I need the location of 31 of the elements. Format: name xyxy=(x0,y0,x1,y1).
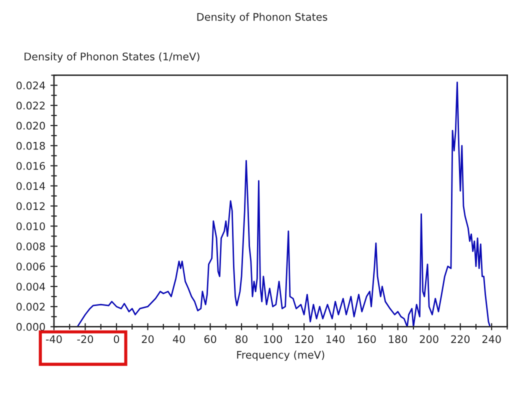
chart-title: Density of Phonon States xyxy=(197,12,328,23)
x-tick-label: 40 xyxy=(172,335,185,344)
x-tick-label: 200 xyxy=(420,335,438,344)
y-axis-title: Density of Phonon States (1/meV) xyxy=(24,52,200,62)
x-tick-label: 0 xyxy=(114,335,120,344)
y-tick-label: 0.018 xyxy=(16,142,45,150)
y-tick-label: 0.008 xyxy=(16,242,45,250)
y-tick-label: 0.010 xyxy=(16,222,45,230)
x-tick-label: 220 xyxy=(451,335,470,344)
x-tick-label: 160 xyxy=(358,335,376,344)
y-tick-label: 0.012 xyxy=(16,202,45,210)
y-tick-label: 0.020 xyxy=(16,122,45,130)
x-tick-label: 60 xyxy=(204,335,216,344)
x-tick-label: 180 xyxy=(389,335,408,344)
y-tick-label: 0.006 xyxy=(16,262,45,270)
y-tick-label: 0.016 xyxy=(16,162,45,170)
x-tick-label: 120 xyxy=(295,335,314,344)
y-tick-label: 0.000 xyxy=(16,322,45,331)
x-tick-label: -40 xyxy=(46,335,62,344)
x-axis-title: Frequency (meV) xyxy=(237,350,324,361)
y-tick-label: 0.014 xyxy=(16,182,46,190)
x-tick-label: 80 xyxy=(236,335,248,344)
x-tick-label: 20 xyxy=(142,335,154,344)
y-tick-label: 0.004 xyxy=(16,282,46,291)
x-tick-label: 100 xyxy=(264,335,282,344)
y-tick-label: 0.024 xyxy=(16,82,46,90)
y-tick-label: 0.002 xyxy=(16,302,45,311)
x-tick-label: -20 xyxy=(77,335,94,344)
x-tick-label: 240 xyxy=(482,335,501,344)
x-tick-label: 140 xyxy=(326,335,345,344)
y-tick-label: 0.022 xyxy=(16,102,45,110)
